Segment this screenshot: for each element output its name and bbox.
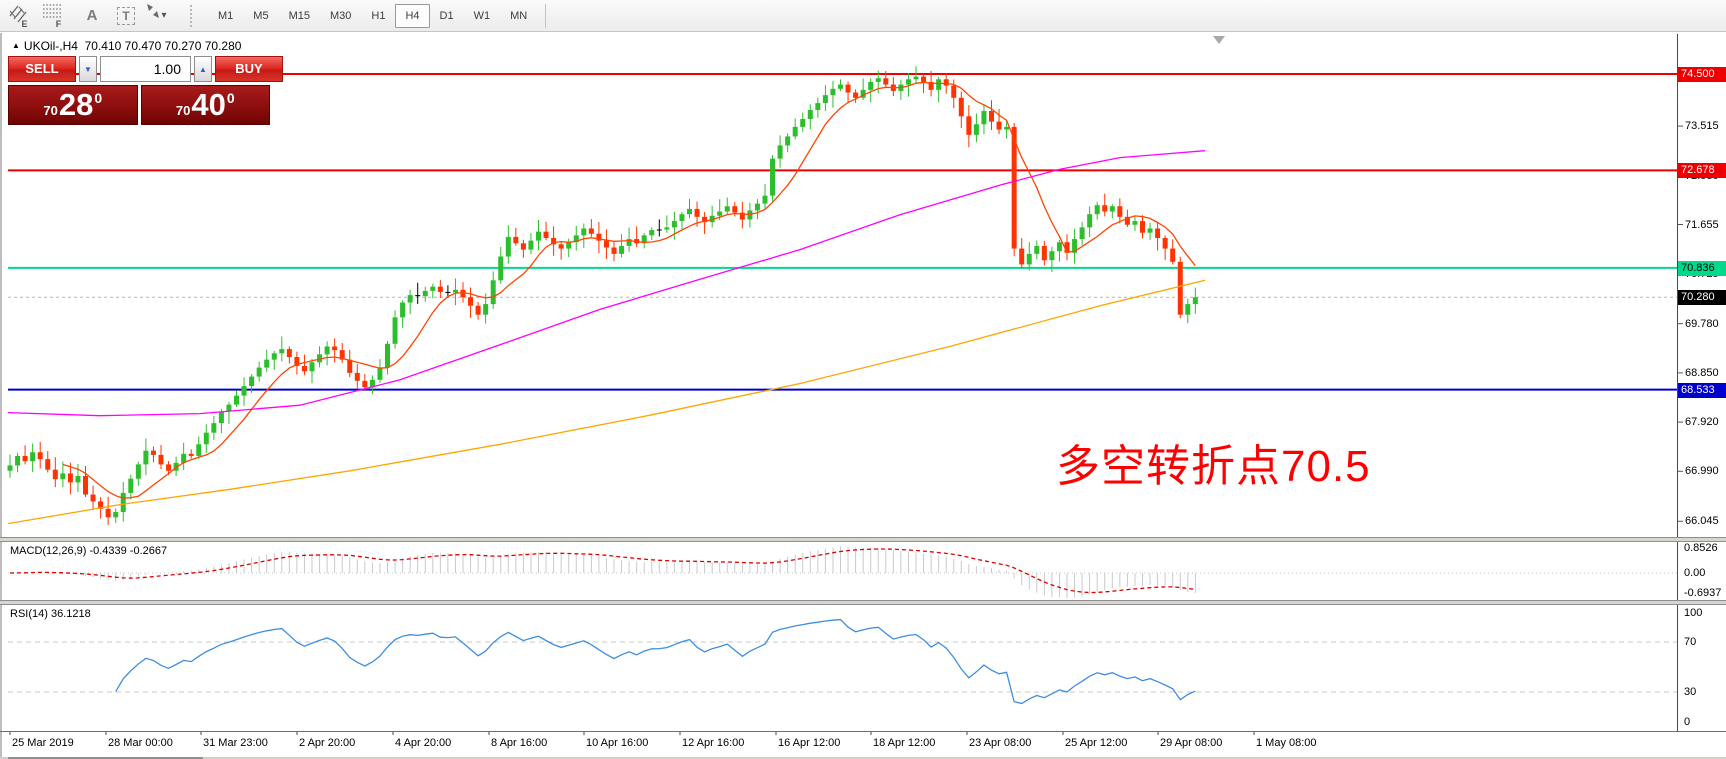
one-click-trading-panel: SELL ▼ ▲ BUY 70 28 0 70 40 0 [8, 56, 283, 125]
text-label-icon[interactable]: T [110, 3, 142, 29]
timeframe-m30[interactable]: M30 [329, 9, 352, 22]
chart-title: ▲ UKOil-,H4 70.410 70.470 70.270 70.280 [12, 39, 241, 53]
chart-shift-marker-icon[interactable] [1213, 36, 1225, 44]
time-axis-label: 10 Apr 16:00 [586, 737, 649, 749]
timeframe-m15[interactable]: M15 [288, 9, 310, 22]
chart-annotation-text: 多空转折点70.5 [1056, 442, 1371, 491]
rsi-panel-splitter[interactable] [0, 600, 1726, 605]
sell-button[interactable]: SELL [8, 56, 76, 82]
volume-increase-button[interactable]: ▲ [194, 56, 212, 82]
buy-price-display[interactable]: 70 40 0 [140, 85, 270, 125]
time-axis-label: 23 Apr 08:00 [969, 737, 1032, 749]
level-price-label: 72.678 [1678, 163, 1726, 179]
price-tick-label: 66.045 [1685, 515, 1719, 528]
macd-indicator-label: MACD(12,26,9) -0.4339 -0.2667 [10, 545, 168, 557]
time-axis-label: 29 Apr 08:00 [1160, 737, 1223, 749]
price-tick-label: 71.655 [1685, 218, 1719, 231]
time-axis-label: 28 Mar 00:00 [108, 737, 173, 749]
rsi-indicator-label: RSI(14) 36.1218 [10, 608, 91, 620]
ohlc-readout: 70.410 70.470 70.270 70.280 [84, 39, 242, 53]
rsi-scale-label: 30 [1684, 686, 1697, 698]
macd-panel-splitter[interactable] [0, 537, 1726, 542]
timeframe-mn[interactable]: MN [510, 9, 528, 22]
time-axis-label: 25 Apr 12:00 [1065, 737, 1128, 749]
rsi-scale-label: 0 [1684, 716, 1691, 728]
time-axis-label: 8 Apr 16:00 [491, 737, 548, 749]
symbol-name: UKOil-,H4 [23, 39, 78, 53]
price-tick-label: 66.990 [1685, 465, 1719, 478]
macd-scale-label: 0.00 [1684, 567, 1706, 579]
current-price-label: 70.280 [1678, 290, 1726, 306]
time-axis-label: 25 Mar 2019 [12, 737, 74, 749]
level-price-label: 68.533 [1678, 382, 1726, 398]
time-axis-border [0, 731, 1726, 732]
volume-input[interactable] [100, 56, 191, 82]
symbol-marker-icon: ▲ [12, 41, 20, 50]
text-tool-icon[interactable]: A [86, 7, 98, 24]
timeframe-m1[interactable]: M1 [218, 9, 234, 22]
level-price-label: 74.500 [1678, 67, 1726, 82]
timeframe-w1[interactable]: W1 [473, 9, 491, 22]
time-axis-label: 1 May 08:00 [1256, 737, 1317, 749]
top-toolbar: E F A T ▾ M1 M5 M15 M30 H1 H4 D1 W1 MN [0, 0, 1726, 32]
equidistant-channel-icon[interactable]: E [8, 3, 40, 29]
toolbar-separator [545, 3, 547, 28]
volume-decrease-button[interactable]: ▼ [79, 56, 97, 82]
level-price-label: 70.836 [1678, 260, 1726, 276]
sell-price-display[interactable]: 70 28 0 [8, 85, 138, 125]
arrows-tool-icon[interactable]: ▾ [144, 3, 184, 29]
chart-window[interactable] [0, 33, 1726, 759]
time-axis-label: 12 Apr 16:00 [682, 737, 745, 749]
price-tick-label: 73.515 [1685, 120, 1719, 133]
macd-scale-label: -0.6937 [1684, 587, 1722, 599]
buy-button[interactable]: BUY [215, 56, 283, 82]
time-axis-label: 16 Apr 12:00 [778, 737, 841, 749]
rsi-scale-label: 100 [1684, 607, 1703, 619]
toolbar-grip[interactable] [190, 4, 200, 27]
timeframe-h4[interactable]: H4 [395, 3, 430, 28]
macd-scale-label: 0.8526 [1684, 542, 1718, 554]
timeframe-h1[interactable]: H1 [371, 9, 386, 22]
time-axis-label: 4 Apr 20:00 [395, 737, 452, 749]
price-scale-divider [1677, 34, 1678, 731]
time-axis-label: 18 Apr 12:00 [873, 737, 936, 749]
fibonacci-icon[interactable]: F [43, 3, 62, 29]
time-axis-label: 31 Mar 23:00 [203, 737, 268, 749]
price-tick-label: 68.850 [1685, 366, 1719, 379]
timeframe-d1[interactable]: D1 [439, 9, 454, 22]
time-axis-label: 2 Apr 20:00 [299, 737, 356, 749]
timeframe-m5[interactable]: M5 [253, 9, 269, 22]
price-tick-label: 67.920 [1685, 416, 1719, 429]
rsi-scale-label: 70 [1684, 636, 1697, 648]
price-tick-label: 69.780 [1685, 317, 1719, 330]
